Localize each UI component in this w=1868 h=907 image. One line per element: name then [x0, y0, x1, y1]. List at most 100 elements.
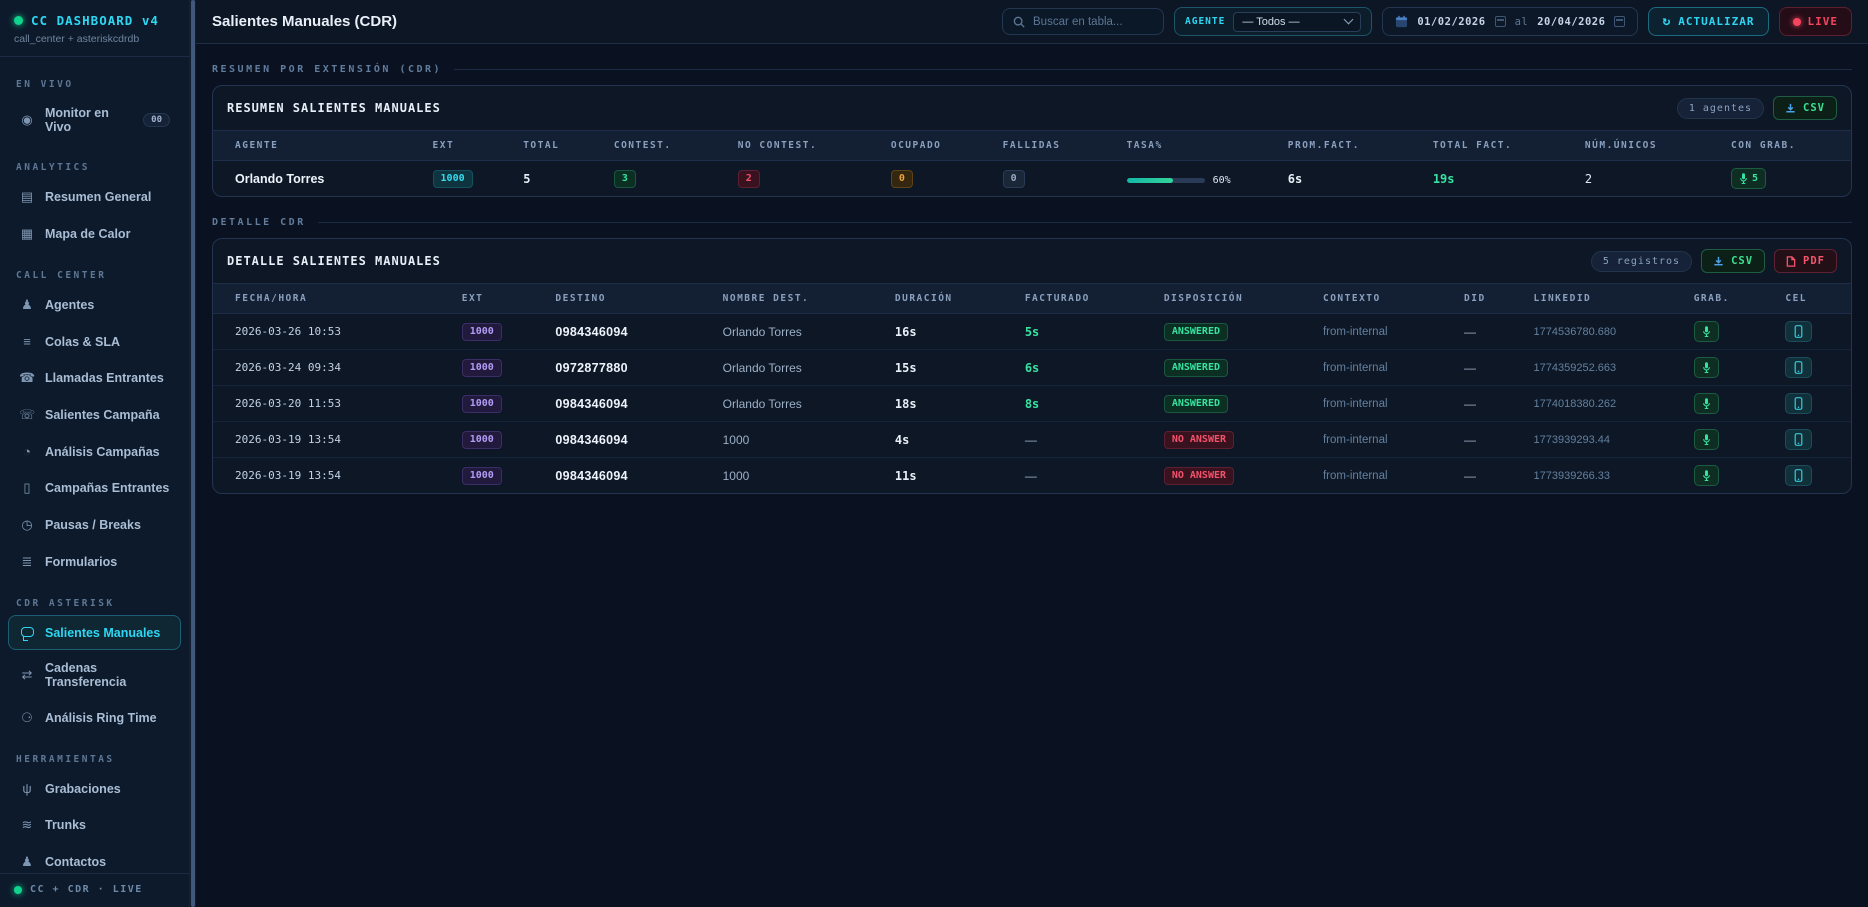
cell-did: —: [1454, 349, 1524, 386]
no-answer-count-badge: 2: [737, 169, 760, 188]
sidebar-item-label: Contactos: [45, 855, 107, 869]
sidebar-section-label: CALL CENTER: [16, 270, 107, 281]
date-to-value[interactable]: 20/04/2026: [1537, 15, 1606, 28]
cell-facturado: —: [1014, 457, 1154, 493]
sidebar-item-salientes-campana[interactable]: ☏ Salientes Campaña: [8, 397, 181, 433]
column-header-destino: DESTINO: [545, 283, 713, 314]
recording-badge: [1693, 321, 1719, 342]
column-header-total_fact: TOTAL FACT.: [1422, 130, 1575, 161]
sidebar-item-analisis-ring-time[interactable]: ⚆ Análisis Ring Time: [8, 700, 181, 736]
detail-card-title: DETALLE SALIENTES MANUALES: [227, 254, 441, 268]
ext-badge: 1000: [432, 169, 473, 188]
mic-icon: [1740, 173, 1747, 184]
table-search[interactable]: [1002, 8, 1165, 35]
cell-num_unicos: 2: [1584, 171, 1593, 186]
cell-contexto: from-internal: [1312, 457, 1455, 493]
detail-table: FECHA/HORA EXT DESTINO NOMBRE DEST. DURACIÓN…: [213, 283, 1851, 493]
detail-section-label: DETALLE CDR: [212, 217, 1852, 228]
main-area: Salientes Manuales (CDR) AGENTE — Todos …: [196, 0, 1868, 907]
live-button-label: LIVE: [1807, 15, 1838, 28]
sidebar-item-salientes-manuales[interactable]: Salientes Manuales: [8, 615, 181, 650]
cell-did: —: [1454, 385, 1524, 422]
cell-ocupado: 0: [881, 161, 993, 197]
summary-card: RESUMEN SALIENTES MANUALES 1 agentes CSV…: [212, 85, 1852, 197]
column-header-facturado: FACTURADO: [1014, 283, 1154, 314]
send-to-cel-button[interactable]: [1785, 393, 1813, 414]
live-dot-icon: [14, 885, 22, 894]
cell-con_grab: 5: [1721, 161, 1851, 197]
cell-duracion: 15s: [884, 349, 1015, 386]
ext-badge: 1000: [461, 358, 502, 377]
date-to-picker-icon[interactable]: [1614, 16, 1626, 27]
cell-disposicion: NO ANSWER: [1153, 421, 1313, 458]
sidebar-section-label: HERRAMIENTAS: [16, 754, 115, 765]
mic-icon: [1702, 434, 1710, 445]
sidebar-item-pausas-breaks[interactable]: ◷ Pausas / Breaks: [8, 507, 181, 543]
sidebar: CC DASHBOARD v4 call_center + asteriskcd…: [0, 0, 190, 907]
date-from-value[interactable]: 01/02/2026: [1417, 15, 1486, 28]
chevron-down-icon: [1343, 14, 1354, 25]
detail-table-row: 2026-03-24 09:34 1000 0972877880 Orlando To…: [213, 349, 1851, 386]
chat-bubble-icon: [19, 625, 35, 641]
recordings-count-badge: 5: [1730, 168, 1767, 189]
sidebar-nav: EN VIVO ◉ Monitor en Vivo 00 ANALYTICS ▤ Resum…: [0, 57, 189, 873]
sidebar-item-resumen-general[interactable]: ▤ Resumen General: [8, 179, 181, 215]
sidebar-item-monitor-en-vivo[interactable]: ◉ Monitor en Vivo 00: [8, 96, 181, 144]
sidebar-item-label: Formularios: [45, 555, 118, 569]
date-from-picker-icon[interactable]: [1494, 16, 1506, 27]
cell-cel: [1775, 457, 1851, 493]
cell-linkedid: 1774018380.262: [1523, 385, 1684, 422]
sidebar-item-campanas-entrantes[interactable]: ▯ Campañas Entrantes: [8, 470, 181, 506]
refresh-button[interactable]: ↻ ACTUALIZAR: [1648, 7, 1769, 36]
column-header-con_grab: CON GRAB.: [1720, 130, 1851, 161]
cell-contexto: from-internal: [1322, 325, 1388, 338]
disposition-badge: NO ANSWER: [1163, 466, 1235, 485]
detail-pdf-button[interactable]: PDF: [1774, 249, 1837, 273]
column-header-total: TOTAL: [513, 130, 604, 161]
cell-contexto: from-internal: [1312, 349, 1455, 386]
failed-count-badge: 0: [1002, 169, 1025, 188]
summary-csv-button[interactable]: CSV: [1773, 96, 1837, 120]
sidebar-item-mapa-de-calor[interactable]: ▦ Mapa de Calor: [8, 216, 181, 252]
form-icon: ≣: [21, 554, 33, 569]
mic-icon: [1702, 326, 1710, 337]
send-to-cel-button[interactable]: [1785, 429, 1813, 450]
sidebar-item-analisis-campanas[interactable]: ◔ Análisis Campañas: [8, 434, 181, 469]
send-to-cel-button[interactable]: [1785, 357, 1813, 378]
detail-csv-button[interactable]: CSV: [1701, 249, 1766, 273]
sidebar-item-cadenas-transferencia[interactable]: ⇄ Cadenas Transferencia: [8, 651, 181, 699]
cell-prom_fact: 6s: [1287, 171, 1303, 186]
cell-duracion: 11s: [884, 457, 1015, 493]
cell-total_fact: 19s: [1432, 171, 1455, 186]
mic-icon: [1702, 362, 1710, 373]
column-header-duracion: DURACIÓN: [884, 283, 1015, 314]
sidebar-item-agentes[interactable]: ♟ Agentes: [8, 287, 181, 323]
cell-grab: [1683, 349, 1776, 386]
sidebar-item-contactos[interactable]: ♟ Contactos: [8, 844, 181, 873]
live-button[interactable]: LIVE: [1778, 7, 1852, 36]
cell-fallidas: 0: [993, 161, 1117, 197]
cell-nombre: Orlando Torres: [722, 324, 802, 339]
cell-agente: Orlando Torres: [235, 171, 325, 186]
sidebar-item-label: Análisis Campañas: [45, 444, 160, 459]
sidebar-item-formularios[interactable]: ≣ Formularios: [8, 544, 181, 580]
column-header-cel: CEL: [1775, 283, 1851, 314]
column-header-prom_fact: PROM.FACT.: [1277, 130, 1423, 161]
cell-nombre: Orlando Torres: [712, 349, 885, 386]
phone-incoming-icon: ☎: [19, 370, 36, 385]
sidebar-item-colas-sla[interactable]: ≡ Colas & SLA: [8, 324, 181, 359]
agent-select[interactable]: — Todos —: [1233, 11, 1362, 32]
pie-chart-icon: ◔: [23, 444, 31, 459]
cell-grab: [1683, 421, 1776, 458]
cell-grab: [1684, 314, 1776, 350]
send-to-cel-button[interactable]: [1785, 321, 1813, 342]
sidebar-item-trunks[interactable]: ≋ Trunks: [8, 807, 181, 843]
cell-disposicion: ANSWERED: [1154, 314, 1313, 350]
detail-pdf-label: PDF: [1803, 255, 1825, 267]
sidebar-scrollbar[interactable]: [190, 0, 196, 907]
sidebar-item-llamadas-entrantes[interactable]: ☎ Llamadas Entrantes: [8, 360, 181, 396]
search-input[interactable]: [1033, 15, 1149, 28]
sidebar-item-grabaciones[interactable]: ψ Grabaciones: [8, 771, 181, 806]
send-to-cel-button[interactable]: [1785, 465, 1813, 486]
column-header-ext: EXT: [451, 283, 546, 314]
